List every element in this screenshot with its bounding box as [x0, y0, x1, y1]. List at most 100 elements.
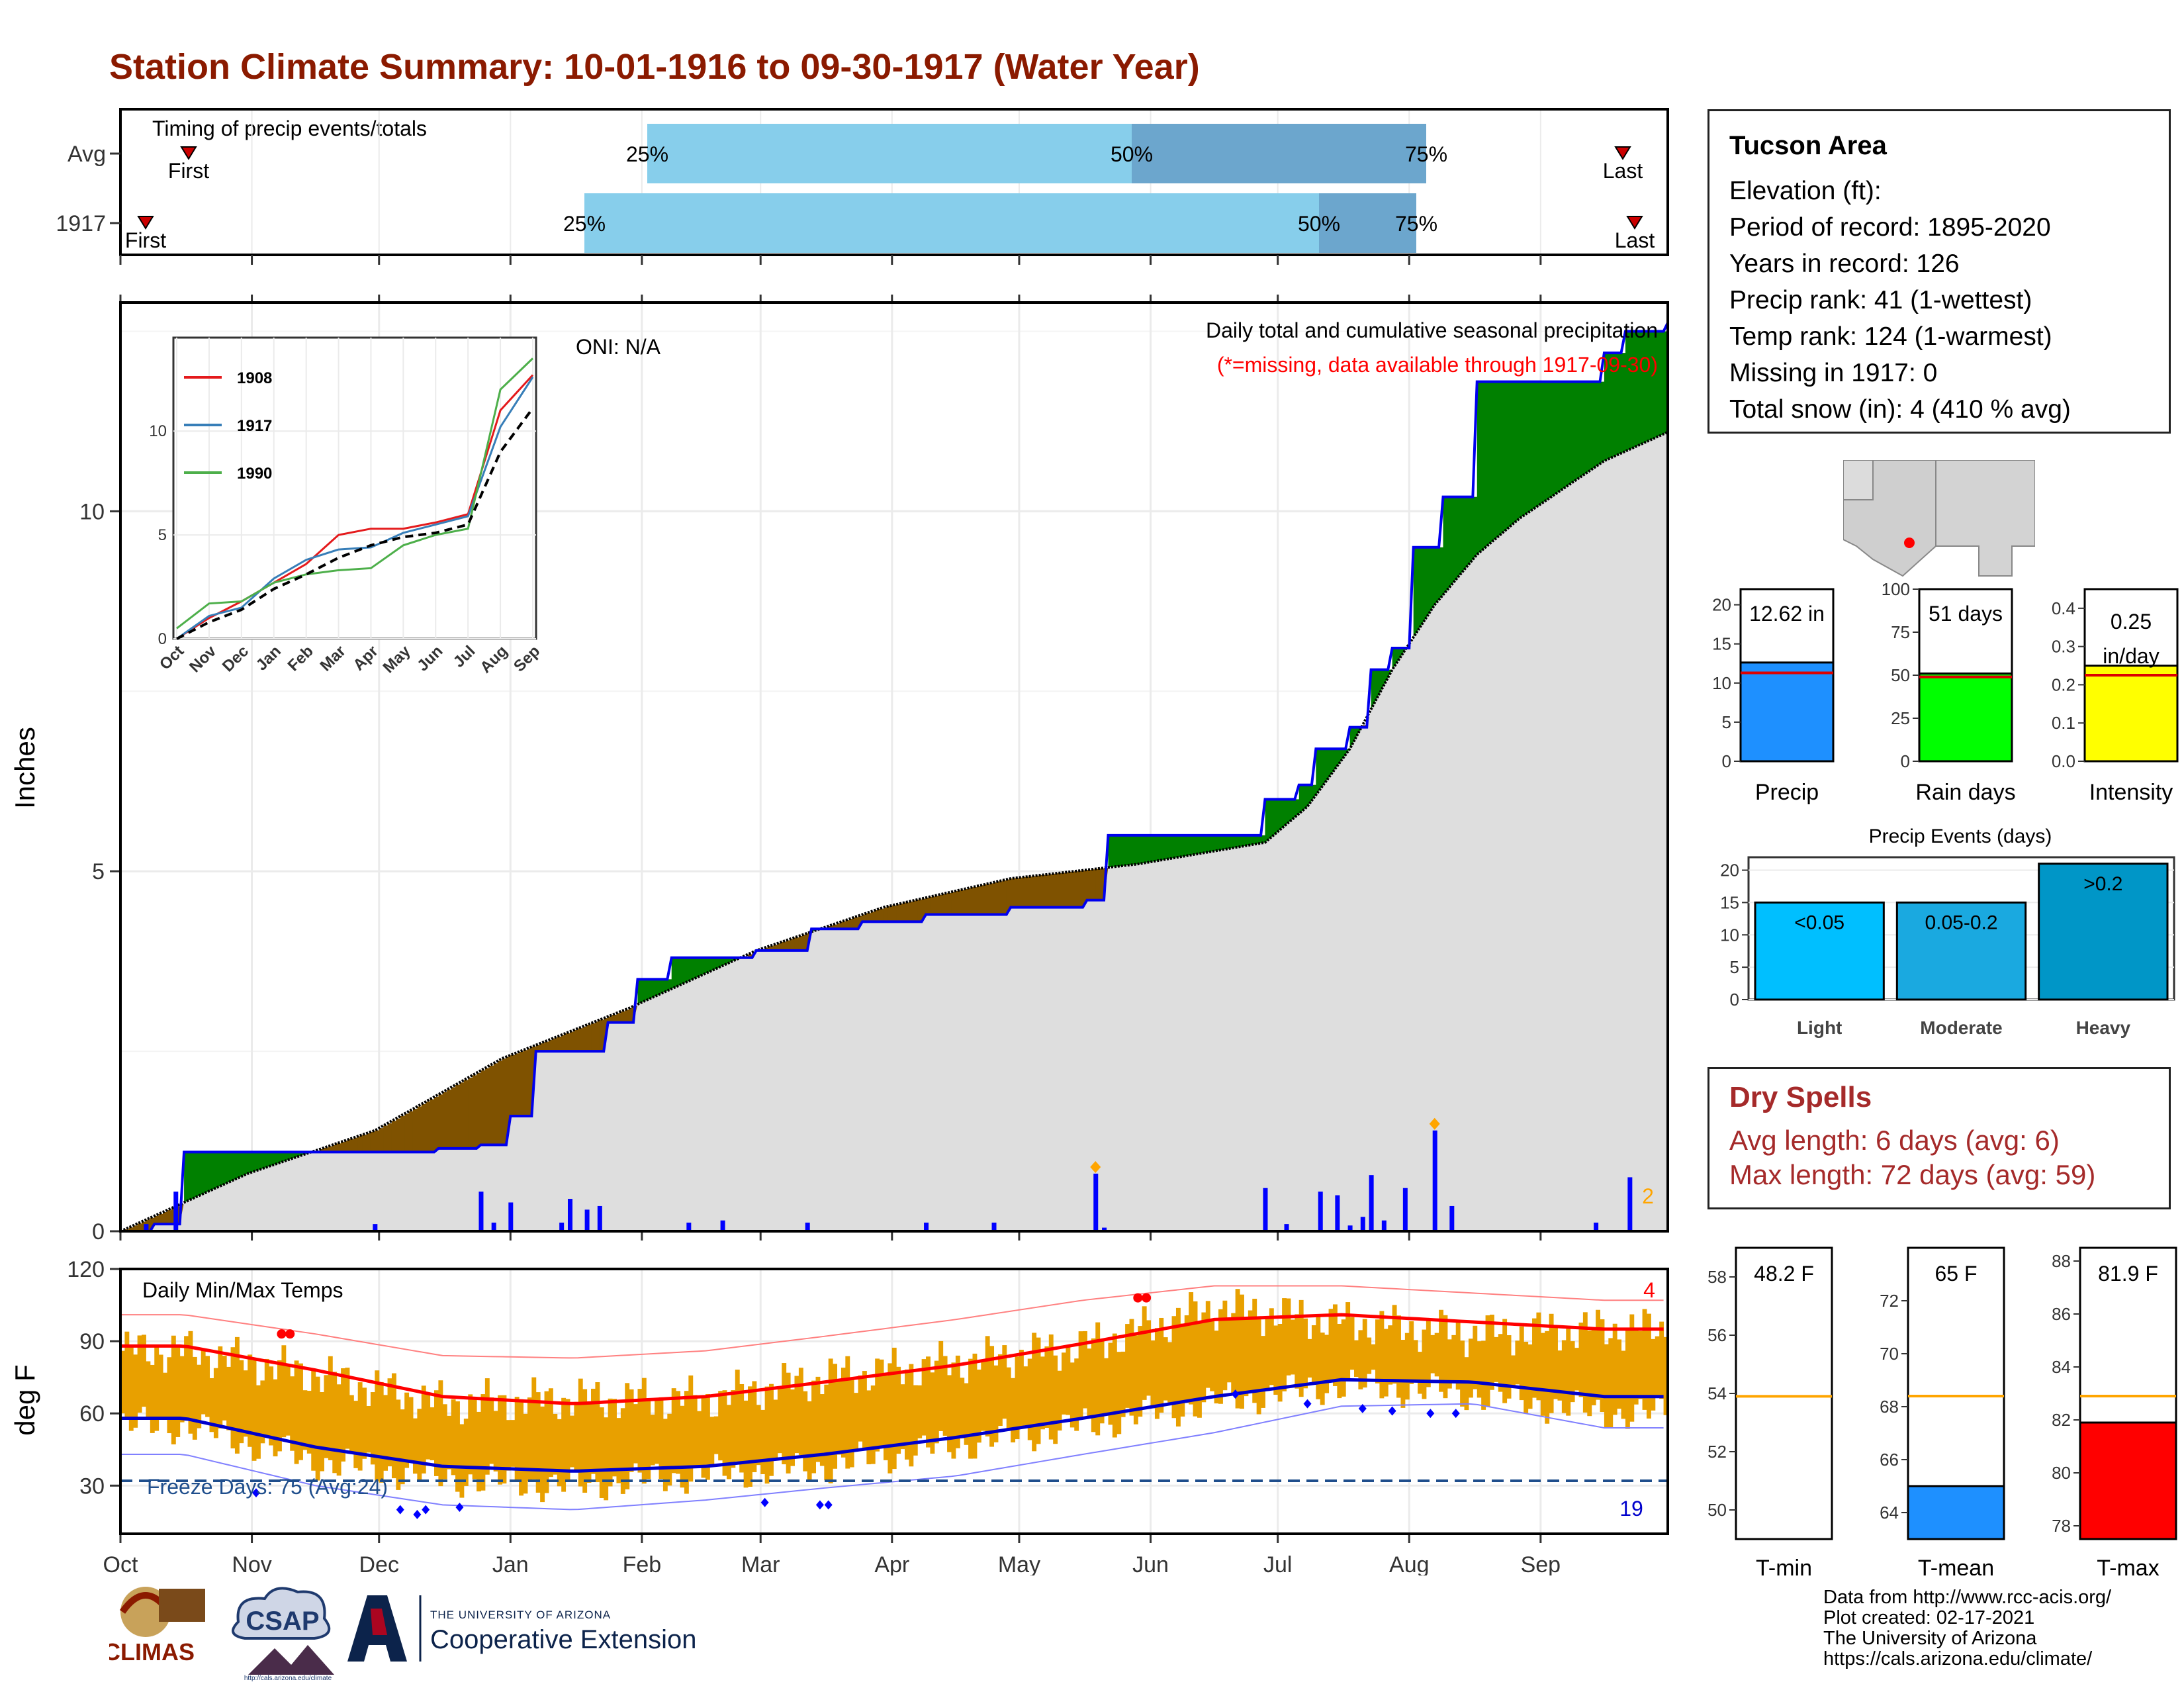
month-label: Mar: [741, 1552, 780, 1575]
last-marker: [1626, 216, 1643, 230]
credit-line: Plot created: 02-17-2021: [1823, 1607, 2035, 1628]
daily-precip-bar: [173, 1192, 179, 1231]
dry-avg-length: Avg length: 6 days (avg: 6): [1729, 1125, 2060, 1156]
timing-row-label: Avg: [68, 142, 106, 167]
record-low-marker: [1388, 1406, 1396, 1416]
temp-summary-ytick: 86: [2052, 1304, 2071, 1324]
first-label: First: [125, 228, 166, 252]
summary-value-bar: [2083, 665, 2179, 763]
timing-frame: [119, 108, 1669, 256]
temp-ylabel: deg F: [9, 1364, 40, 1435]
temp-line: [120, 1313, 1664, 1405]
daily-precip-bar: [144, 1224, 149, 1231]
daily-precip-bar: [1347, 1225, 1353, 1231]
temp-summary-ytick: 72: [1880, 1291, 1899, 1311]
precip-title: Daily total and cumulative seasonal prec…: [1206, 318, 1658, 342]
summary-ytick: 0: [1901, 751, 1910, 771]
inset-xtick: Nov: [186, 642, 220, 677]
summary-value-label: 51 days: [1929, 602, 2003, 626]
inset-series-line: [176, 357, 534, 630]
last-label: Last: [1603, 159, 1643, 183]
events-ytick: 5: [1730, 957, 1739, 977]
summary-value-label: 12.62 in: [1749, 602, 1825, 626]
inset-xtick: Mar: [317, 642, 349, 675]
record-high-marker: [1133, 1293, 1143, 1303]
record-low-marker: [455, 1503, 464, 1512]
record-low-marker: [1303, 1399, 1312, 1409]
temp-summary-ytick: 84: [2052, 1357, 2071, 1377]
precip-frame: [119, 301, 1669, 1233]
below-average-area: [120, 432, 1668, 1231]
temp-summary-name: T-max: [2097, 1556, 2159, 1575]
daily-precip-bar: [1402, 1188, 1408, 1231]
daily-precip-bar: [478, 1192, 484, 1231]
temp-summary-ytick: 50: [1707, 1500, 1727, 1520]
timing-row-label: 1917: [56, 211, 106, 236]
climas-logo: CLIMAS: [109, 1587, 205, 1665]
inset-xtick: Jan: [253, 642, 285, 674]
location-map: [1843, 460, 2035, 579]
station-info-line: Years in record: 126: [1729, 250, 1960, 278]
dry-max-length: Max length: 72 days (avg: 59): [1729, 1159, 2096, 1190]
freeze-days-label: Freeze Days: 75 (Avg:24): [147, 1475, 388, 1499]
events-ytick: 20: [1720, 861, 1739, 880]
timing-p50: 50%: [1298, 212, 1340, 236]
timing-bar-dark: [1132, 124, 1426, 183]
temp-ytick: 120: [67, 1258, 105, 1282]
summary-bar-name: Rain days: [1915, 780, 2015, 805]
daily-precip-bar: [491, 1222, 496, 1231]
daily-precip-bar: [567, 1199, 572, 1231]
temp-ytick: 60: [79, 1401, 105, 1427]
daily-precip-bar: [1335, 1195, 1340, 1231]
precip-events-chart: Precip Events (days) 0 5 10 15 20 <0.05 Light 0…: [1720, 825, 2175, 1038]
record-high-marker: [285, 1329, 295, 1339]
timing-panel: Timing of precip events/totals Avg 25% 50%…: [56, 108, 1669, 265]
temp-summary-bars: 50 52 54 56 58 48.2 F T-min 64 66 68 70 72 65 F T-mea…: [1707, 1246, 2177, 1575]
station-location-dot: [1904, 538, 1915, 548]
temp-summary-label: 65 F: [1934, 1262, 1977, 1286]
summary-ytick: 25: [1891, 708, 1910, 728]
record-marker: [1090, 1160, 1101, 1173]
svg-text:CSAP: CSAP: [246, 1607, 319, 1636]
temp-frame: [119, 1268, 1669, 1535]
summary-ytick: 10: [1712, 673, 1731, 693]
temp-line: [120, 1285, 1664, 1359]
events-ytick: 10: [1720, 925, 1739, 945]
daily-precip-bar: [559, 1222, 565, 1231]
timing-p25: 25%: [563, 212, 606, 236]
svg-text:Cooperative Extension: Cooperative Extension: [430, 1625, 696, 1654]
daily-precip-bar: [1381, 1220, 1387, 1231]
record-low-marker: [251, 1488, 260, 1498]
inset-xtick: Aug: [477, 642, 511, 677]
temp-summary-ytick: 68: [1880, 1397, 1899, 1417]
temp-summary-name: T-min: [1756, 1556, 1812, 1575]
summary-ytick: 0: [1722, 751, 1731, 771]
record-low-marker: [413, 1509, 422, 1519]
temp-ytick: 90: [79, 1329, 105, 1354]
events-ytick: 0: [1730, 990, 1739, 1009]
record-low-marker: [1426, 1409, 1435, 1419]
month-label: Jun: [1132, 1552, 1169, 1575]
record-marker: [1429, 1117, 1440, 1130]
oni-label: ONI: N/A: [576, 335, 661, 359]
daily-precip-bar: [1369, 1175, 1374, 1231]
inset-xtick: Feb: [285, 642, 317, 675]
timing-title: Timing of precip events/totals: [152, 117, 427, 140]
record-low-marker: [824, 1500, 833, 1510]
summary-bars: 0 5 10 15 20 12.62 in Precip 0 25 50 75 100 51 days R…: [1712, 579, 2179, 805]
summary-value-bar: [1918, 672, 2013, 763]
temp-summary-name: T-mean: [1918, 1556, 1994, 1575]
events-title: Precip Events (days): [1869, 825, 2052, 847]
temp-ytick: 30: [79, 1474, 105, 1499]
temp-summary-ytick: 66: [1880, 1450, 1899, 1470]
page-title: Station Climate Summary: 10-01-1916 to 0…: [109, 47, 1200, 87]
inset-ytick: 10: [149, 422, 167, 440]
inset-legend-label: 1990: [237, 465, 272, 483]
inset-xtick: Jul: [450, 642, 479, 671]
temp-summary-bar: [1907, 1485, 2005, 1540]
credit-line: Data from http://www.rcc-acis.org/: [1823, 1587, 2112, 1608]
month-label: Apr: [874, 1552, 909, 1575]
record-high-marker: [277, 1329, 287, 1339]
daily-precip-bar: [1627, 1177, 1633, 1231]
month-label: May: [998, 1552, 1040, 1575]
